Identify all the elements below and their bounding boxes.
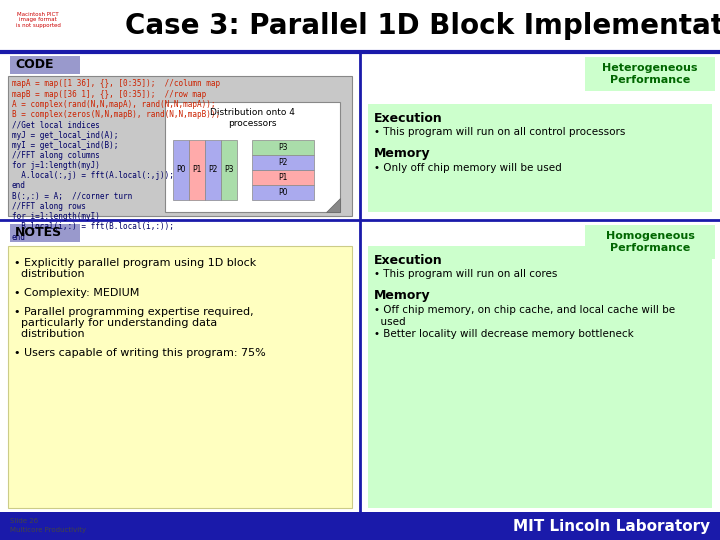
- Text: myJ = get_local_ind(A);: myJ = get_local_ind(A);: [12, 131, 118, 139]
- Text: B = complex(zeros(N,N,mapB), rand(N,N,mapB));: B = complex(zeros(N,N,mapB), rand(N,N,ma…: [12, 110, 220, 119]
- FancyBboxPatch shape: [368, 104, 712, 212]
- FancyBboxPatch shape: [10, 56, 80, 74]
- Text: • This program will run on all control processors: • This program will run on all control p…: [374, 127, 626, 137]
- FancyBboxPatch shape: [205, 140, 221, 200]
- FancyBboxPatch shape: [173, 140, 189, 200]
- Text: • Complexity: MEDIUM: • Complexity: MEDIUM: [14, 288, 140, 298]
- Text: B.local(i,:) = fft(B.local(i,:));: B.local(i,:) = fft(B.local(i,:));: [12, 222, 174, 231]
- Text: //Get local indices: //Get local indices: [12, 120, 100, 129]
- Text: mapA = map([1 36], {}, [0:35]);  //column map: mapA = map([1 36], {}, [0:35]); //column…: [12, 79, 220, 89]
- Text: distribution: distribution: [14, 329, 85, 339]
- Text: Homogeneous
Performance: Homogeneous Performance: [606, 231, 694, 253]
- Text: P3: P3: [224, 165, 234, 174]
- Text: • Parallel programming expertise required,: • Parallel programming expertise require…: [14, 307, 253, 317]
- Text: A = complex(rand(N,N,mapA), rand(N,N,mapA));: A = complex(rand(N,N,mapA), rand(N,N,map…: [12, 100, 215, 109]
- Text: Execution: Execution: [374, 111, 443, 125]
- FancyBboxPatch shape: [585, 57, 715, 91]
- Text: Slide 26: Slide 26: [10, 518, 38, 524]
- Text: A.local(:,j) = fft(A.local(:,j));: A.local(:,j) = fft(A.local(:,j));: [12, 171, 174, 180]
- Text: NOTES: NOTES: [15, 226, 62, 240]
- Text: used: used: [374, 317, 405, 327]
- Text: • Only off chip memory will be used: • Only off chip memory will be used: [374, 163, 562, 173]
- Text: distribution: distribution: [14, 269, 85, 279]
- FancyBboxPatch shape: [252, 185, 314, 200]
- Text: Multicore Productivity: Multicore Productivity: [10, 527, 86, 533]
- Text: Distribution onto 4
processors: Distribution onto 4 processors: [210, 109, 295, 127]
- Text: end: end: [12, 181, 26, 191]
- Text: end: end: [12, 233, 26, 241]
- FancyBboxPatch shape: [0, 512, 720, 540]
- FancyBboxPatch shape: [189, 140, 205, 200]
- Text: • Users capable of writing this program: 75%: • Users capable of writing this program:…: [14, 348, 266, 358]
- Text: for i=1:length(myI): for i=1:length(myI): [12, 212, 100, 221]
- Text: particularly for understanding data: particularly for understanding data: [14, 318, 217, 328]
- Polygon shape: [326, 198, 340, 212]
- Text: P1: P1: [279, 173, 288, 182]
- Text: //FFT along columns: //FFT along columns: [12, 151, 100, 160]
- Text: MIT Lincoln Laboratory: MIT Lincoln Laboratory: [513, 518, 710, 534]
- FancyBboxPatch shape: [221, 140, 237, 200]
- Text: B(:,:) = A;  //corner turn: B(:,:) = A; //corner turn: [12, 192, 132, 201]
- FancyBboxPatch shape: [252, 155, 314, 170]
- Text: myI = get_local_ind(B);: myI = get_local_ind(B);: [12, 141, 118, 150]
- Text: • Better locality will decrease memory bottleneck: • Better locality will decrease memory b…: [374, 329, 634, 339]
- Text: P2: P2: [208, 165, 217, 174]
- FancyBboxPatch shape: [165, 102, 340, 212]
- Text: • This program will run on all cores: • This program will run on all cores: [374, 269, 557, 279]
- Text: Memory: Memory: [374, 289, 431, 302]
- Text: P0: P0: [176, 165, 186, 174]
- FancyBboxPatch shape: [8, 246, 352, 508]
- FancyBboxPatch shape: [252, 140, 314, 155]
- Text: mapB = map([36 1], {}, [0:35]);  //row map: mapB = map([36 1], {}, [0:35]); //row ma…: [12, 90, 206, 99]
- Text: Case 3: Parallel 1D Block Implementation: Case 3: Parallel 1D Block Implementation: [125, 12, 720, 40]
- Text: Heterogeneous
Performance: Heterogeneous Performance: [602, 63, 698, 85]
- Text: for j=1:length(myJ): for j=1:length(myJ): [12, 161, 100, 170]
- Text: P3: P3: [278, 143, 288, 152]
- Text: • Explicitly parallel program using 1D block: • Explicitly parallel program using 1D b…: [14, 258, 256, 268]
- FancyBboxPatch shape: [368, 246, 712, 508]
- Text: P0: P0: [278, 188, 288, 197]
- Text: CODE: CODE: [15, 58, 53, 71]
- Text: Execution: Execution: [374, 253, 443, 267]
- Text: P2: P2: [279, 158, 288, 167]
- Text: Macintosh PICT
image format
is not supported: Macintosh PICT image format is not suppo…: [16, 12, 60, 28]
- FancyBboxPatch shape: [10, 224, 80, 242]
- Text: //FFT along rows: //FFT along rows: [12, 202, 86, 211]
- FancyBboxPatch shape: [252, 170, 314, 185]
- Text: • Off chip memory, on chip cache, and local cache will be: • Off chip memory, on chip cache, and lo…: [374, 305, 675, 315]
- Text: P1: P1: [192, 165, 202, 174]
- FancyBboxPatch shape: [8, 76, 352, 216]
- Text: Memory: Memory: [374, 147, 431, 160]
- FancyBboxPatch shape: [585, 225, 715, 259]
